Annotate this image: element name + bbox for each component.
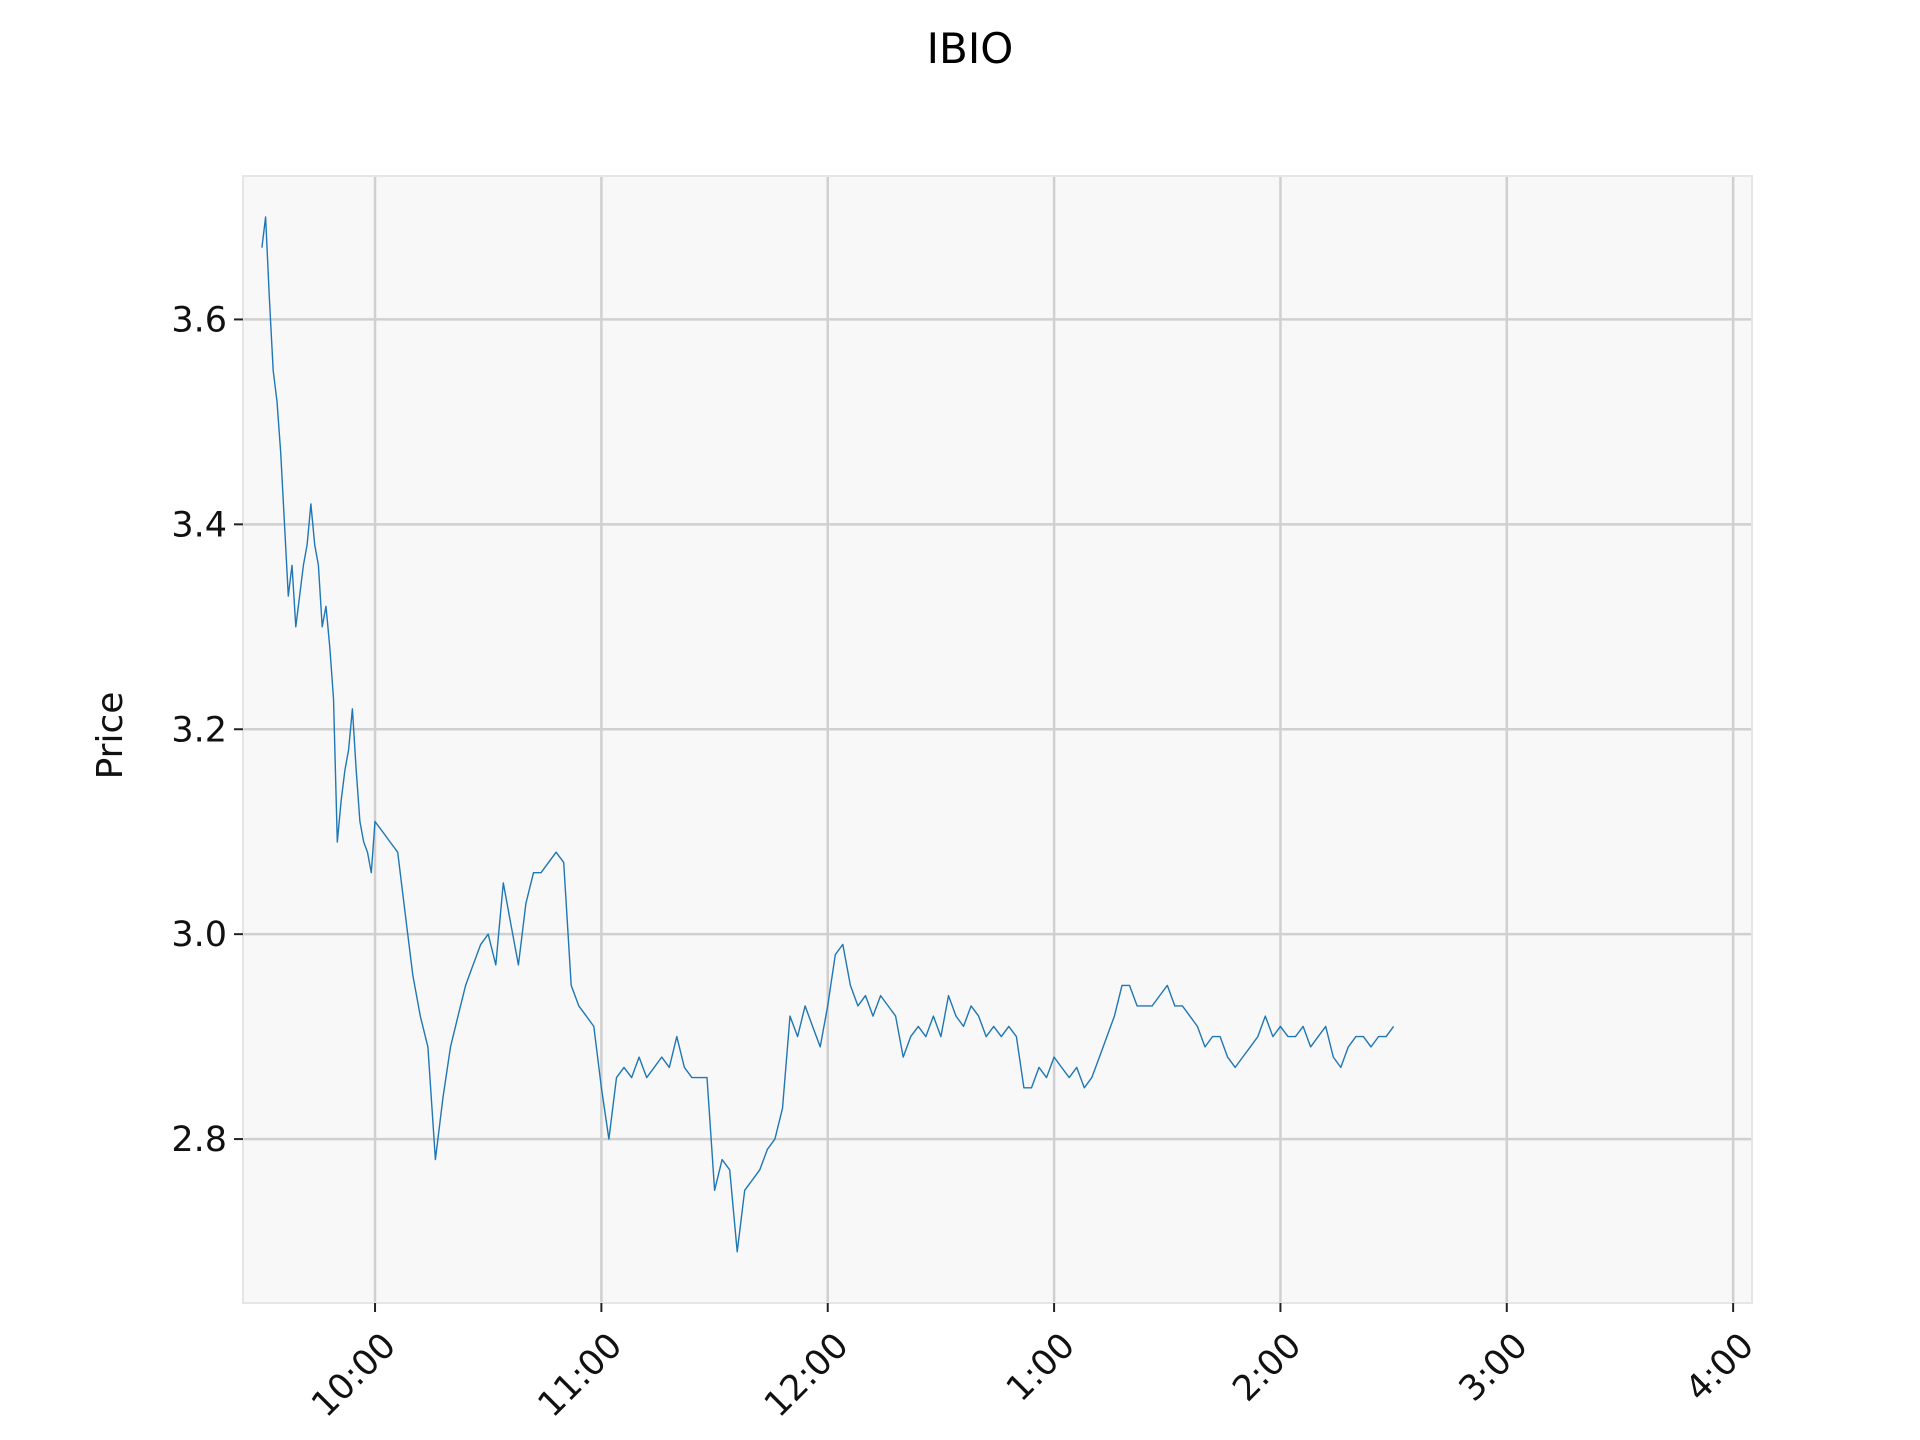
x-tick-label: 1:00 xyxy=(999,1326,1083,1410)
x-tick-label: 11:00 xyxy=(531,1326,631,1426)
axes-spines xyxy=(242,175,1753,1304)
plot-area xyxy=(243,176,1752,1303)
x-tick-label: 4:00 xyxy=(1678,1326,1762,1410)
price-series-line xyxy=(261,216,1395,1253)
y-tick-label: 2.8 xyxy=(171,1120,227,1160)
x-tick-label: 2:00 xyxy=(1225,1326,1309,1410)
y-axis-title: Price xyxy=(90,692,131,780)
y-tick-label: 3.2 xyxy=(171,710,227,750)
x-tick-label: 3:00 xyxy=(1452,1326,1536,1410)
y-tick-label: 3.4 xyxy=(171,505,227,545)
plot-border xyxy=(242,175,1753,1304)
chart-title: IBIO xyxy=(927,24,1014,73)
y-tick-label: 3.0 xyxy=(171,915,227,955)
x-tick-label: 10:00 xyxy=(304,1326,404,1426)
grid xyxy=(243,176,1752,1303)
x-tick-label: 12:00 xyxy=(757,1326,857,1426)
y-tick-label: 3.6 xyxy=(171,300,227,340)
